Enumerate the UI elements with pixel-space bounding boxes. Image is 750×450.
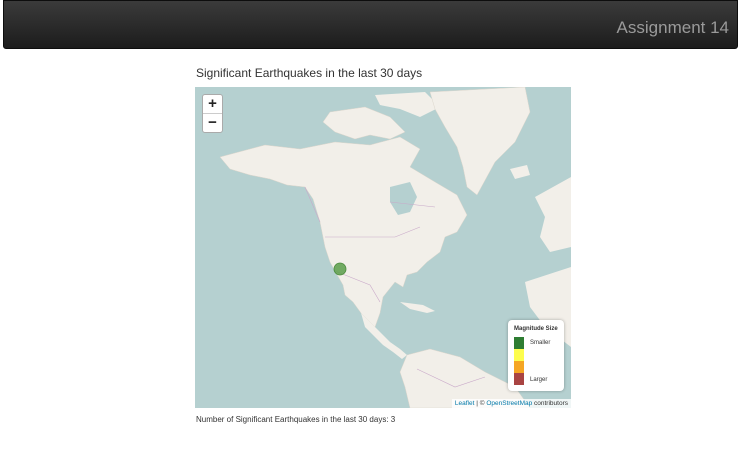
attribution-suffix: contributors — [532, 400, 568, 407]
zoom-control: + − — [202, 94, 223, 133]
legend-label-smaller: Smaller — [530, 340, 551, 346]
land-greenland — [429, 87, 531, 196]
earthquake-marker — [333, 262, 347, 276]
leaflet-link[interactable]: Leaflet — [454, 400, 475, 407]
navbar-title[interactable]: Assignment 14 — [616, 18, 729, 37]
land-arctic-islands-2 — [375, 92, 440, 117]
earthquake-count-text: Number of Significant Earthquakes in the… — [196, 415, 396, 424]
land-europe — [535, 177, 571, 252]
zoom-out-button[interactable]: − — [208, 114, 217, 131]
attribution-separator: | © — [474, 400, 487, 407]
land-north-america — [219, 136, 468, 328]
openstreetmap-link[interactable]: OpenStreetMap — [486, 400, 533, 407]
page-heading: Significant Earthquakes in the last 30 d… — [196, 66, 423, 80]
legend-swatch-medium-low — [514, 349, 524, 361]
legend-swatch-smaller — [514, 337, 524, 349]
legend-swatch-larger — [514, 373, 524, 385]
border-lines — [304, 186, 486, 388]
land-central-america — [361, 313, 407, 359]
land-caribbean — [400, 302, 435, 313]
navbar: Assignment 14 — [3, 0, 738, 49]
map-tiles — [219, 87, 571, 408]
legend-swatch-medium-high — [514, 361, 524, 373]
land-south-america — [399, 348, 531, 408]
earthquake-map[interactable]: + − Magnitude Size Smaller Larger Leafle… — [195, 87, 571, 408]
map-attribution: Leaflet | © OpenStreetMap contributors — [451, 399, 571, 408]
magnitude-legend: Magnitude Size Smaller Larger — [508, 320, 564, 391]
land-arctic-islands — [322, 106, 406, 140]
legend-label-larger: Larger — [530, 377, 548, 383]
legend-title: Magnitude Size — [514, 326, 558, 332]
water-hudson-bay — [390, 182, 417, 215]
land-iceland — [510, 165, 530, 179]
zoom-in-button[interactable]: + — [203, 95, 222, 114]
